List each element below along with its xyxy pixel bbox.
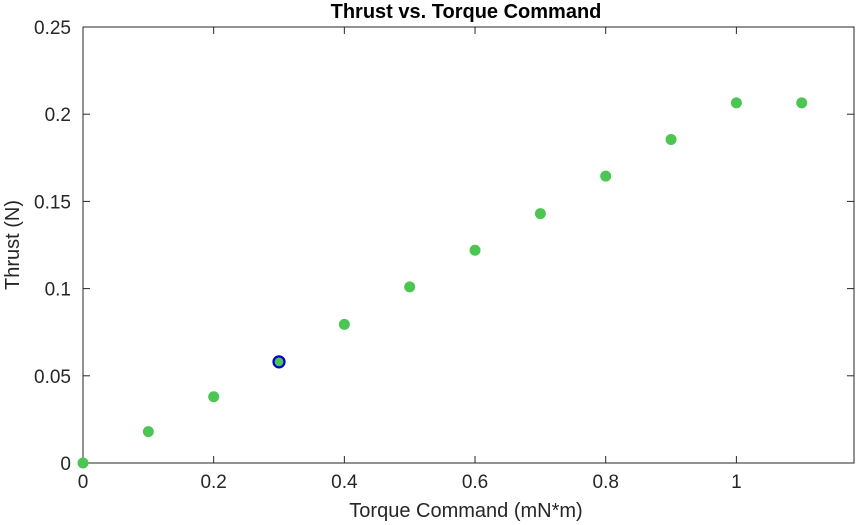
- y-axis: 0 0.05 0.1 0.15 0.2 0.25: [34, 18, 854, 475]
- y-tick-label: 0.1: [45, 280, 71, 301]
- x-tick-label: 0.2: [200, 472, 226, 493]
- data-point: [142, 426, 154, 438]
- y-tick-label: 0.15: [34, 192, 71, 213]
- data-point: [273, 356, 285, 368]
- x-tick-label: 0.6: [462, 472, 488, 493]
- chart-title: Thrust vs. Torque Command: [331, 1, 602, 23]
- data-point: [208, 391, 220, 403]
- x-axis: 0 0.2 0.4 0.6 0.8 1: [78, 27, 742, 493]
- x-axis-label: Torque Command (mN*m): [349, 500, 582, 522]
- data-points: [77, 97, 808, 469]
- plot-area: [82, 26, 855, 464]
- y-tick-label: 0.2: [45, 105, 71, 126]
- highlighted-data-point[interactable]: [272, 355, 286, 369]
- x-tick-label: 1: [731, 472, 742, 493]
- data-point: [600, 170, 612, 182]
- data-point: [469, 244, 481, 256]
- data-point: [338, 318, 350, 330]
- data-point: [534, 208, 546, 220]
- y-tick-label: 0.05: [34, 367, 71, 388]
- plot-frame: [82, 26, 855, 464]
- y-tick-label: 0: [60, 454, 71, 475]
- data-point: [730, 97, 742, 109]
- y-tick-label: 0.25: [34, 18, 71, 39]
- data-point: [796, 97, 808, 109]
- x-tick-label: 0.4: [331, 472, 358, 493]
- data-point: [404, 281, 416, 293]
- data-point: [77, 457, 89, 469]
- y-axis-label: Thrust (N): [2, 200, 24, 290]
- highlight-layer: [272, 355, 286, 369]
- x-tick-label: 0: [78, 472, 89, 493]
- data-point: [665, 133, 677, 145]
- x-tick-label: 0.8: [593, 472, 619, 493]
